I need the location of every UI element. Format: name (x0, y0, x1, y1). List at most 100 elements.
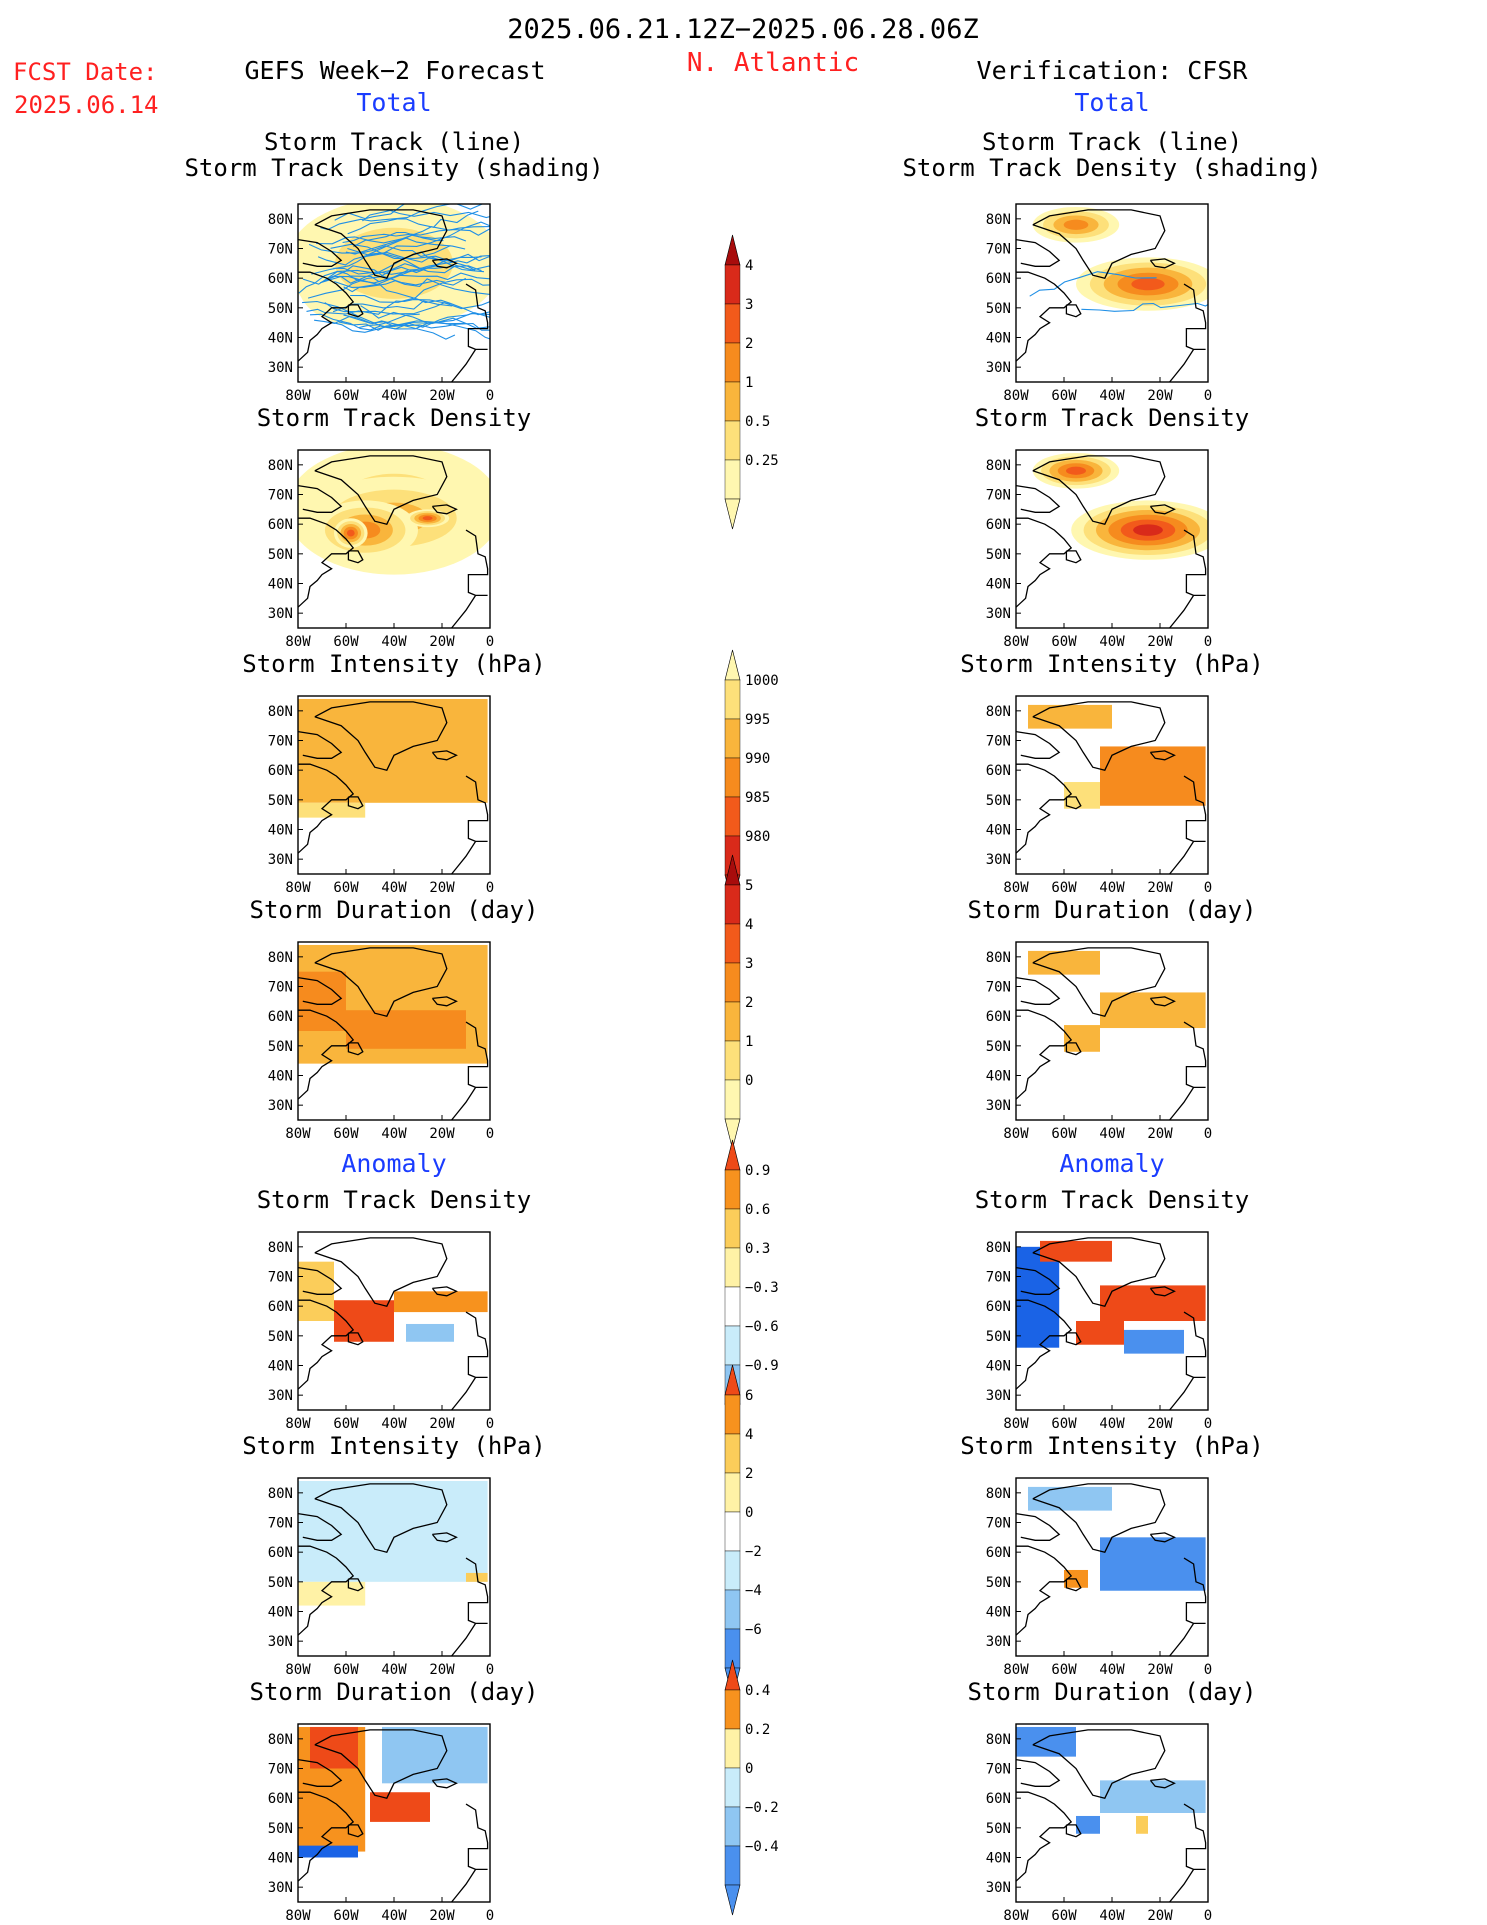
field-layer (298, 944, 488, 1064)
panel-title: Storm Track Density (shading) (902, 154, 1321, 182)
lat-tick-label: 30N (268, 1634, 293, 1650)
panel-title: Storm Track (line) (264, 128, 524, 156)
panel-title: Storm Intensity (hPa) (960, 650, 1263, 678)
lat-tick-label: 40N (986, 1069, 1011, 1085)
colorbar-swatch (724, 1169, 741, 1210)
lon-tick-label: 20W (1147, 880, 1173, 896)
forecast-column-title: GEFS Week−2 Forecast (244, 56, 545, 85)
panel-fcst-anom-intensity: Storm Intensity (hPa) 80W 60W 40W 20W 0 80N 70N… (242, 1432, 545, 1678)
lat-tick-label: 50N (268, 1575, 293, 1591)
verification-total-label: Total (1074, 88, 1149, 117)
colorbar-level-label: −0.9 (745, 1358, 779, 1374)
lon-tick-label: 20W (429, 1126, 455, 1142)
forecast-total-label: Total (356, 88, 431, 117)
colorbar-bottom-arrow (724, 1118, 741, 1150)
coastline-segment (314, 209, 448, 279)
lon-tick-label: 40W (381, 880, 407, 896)
field-layer (1028, 1486, 1206, 1591)
coastline-segment (1016, 1009, 1073, 1100)
coastline-segment (298, 1009, 355, 1100)
lat-tick-label: 70N (268, 1762, 293, 1778)
panel-title: Storm Duration (day) (968, 896, 1257, 924)
shaded-cell (1028, 950, 1100, 975)
coastline-segment (450, 349, 477, 382)
coastline-segment (1032, 701, 1166, 771)
coastline-segment (347, 304, 364, 318)
forecast-anomaly-label: Anomaly (341, 1149, 446, 1178)
lat-tick-label: 40N (268, 1359, 293, 1375)
fcst-date-label: FCST Date: (13, 58, 158, 86)
colorbar-track-density: 4 3 2 1 0.5 0.25 (724, 234, 779, 530)
lat-tick-label: 30N (986, 1634, 1011, 1650)
coastline-segment (298, 1299, 355, 1390)
lon-tick-label: 80W (1003, 1126, 1029, 1142)
lat-tick-label: 30N (986, 1098, 1011, 1114)
coastline (298, 1237, 489, 1410)
shaded-cell (334, 1300, 394, 1342)
storm-track-line (342, 228, 490, 244)
lat-tick-label: 50N (986, 793, 1011, 809)
panel-title: Storm Track Density (975, 404, 1250, 432)
lat-tick-label: 80N (268, 212, 293, 228)
lon-tick-label: 0 (1204, 1662, 1212, 1678)
lat-tick-label: 60N (986, 271, 1011, 287)
lat-tick-label: 30N (986, 1880, 1011, 1896)
date-range-title: 2025.06.21.12Z−2025.06.28.06Z (507, 14, 978, 45)
field-layer (298, 698, 488, 818)
colorbar-top-arrow (724, 649, 741, 681)
coastline-segment (465, 529, 489, 597)
lon-tick-label: 60W (1051, 1908, 1077, 1924)
coastline-segment (1065, 1824, 1082, 1838)
coastline-segment (314, 1237, 448, 1307)
colorbar-swatch (724, 1589, 741, 1630)
colorbar-level-label: 3 (745, 956, 753, 972)
coastline-segment (450, 1869, 477, 1902)
lon-tick-label: 20W (1147, 1416, 1173, 1432)
coastline-segment (1016, 976, 1061, 1005)
colorbar-swatch (724, 420, 741, 461)
coastline-segment (298, 976, 343, 1005)
coastline-segment (1183, 529, 1207, 597)
lat-tick-label: 40N (986, 577, 1011, 593)
coastline-segment (298, 1512, 343, 1541)
field-layer (1032, 452, 1208, 560)
lon-tick-label: 0 (1204, 1416, 1212, 1432)
fcst-date-value: 2025.06.14 (14, 91, 159, 119)
coastline-segment (1149, 1778, 1176, 1789)
colorbar-swatch (724, 1550, 741, 1591)
colorbar-level-label: 3 (745, 297, 753, 313)
lon-tick-label: 40W (381, 1662, 407, 1678)
lat-tick-label: 80N (986, 1732, 1011, 1748)
coastline (1016, 1483, 1207, 1656)
colorbar-level-label: 0 (745, 1505, 753, 1521)
shaded-cell (298, 1480, 488, 1582)
shaded-cell (1076, 1321, 1124, 1345)
lat-tick-label: 50N (268, 793, 293, 809)
storm-track-line (314, 312, 490, 328)
colorbar-duration: 5 4 3 2 1 0 (724, 854, 753, 1150)
lat-tick-label: 40N (986, 823, 1011, 839)
panel-title: Storm Intensity (hPa) (242, 1432, 545, 1460)
panel-ver-anom-density: Storm Track Density 80W 60W 40W 20W 0 80N 70N 60… (975, 1186, 1250, 1432)
colorbar-level-label: −2 (745, 1544, 762, 1560)
panel-ver-track: Storm Track (line)Storm Track Density (s… (902, 128, 1321, 404)
colorbar-swatch (724, 1325, 741, 1366)
lat-tick-label: 60N (268, 1009, 293, 1025)
lon-tick-label: 20W (1147, 634, 1173, 650)
coastline-segment (298, 484, 343, 513)
panel-ver-duration: Storm Duration (day) 80W 60W 40W 20W 0 80N 70N 6… (968, 896, 1257, 1142)
coastline-segment (1168, 595, 1195, 628)
colorbar-top-arrow (724, 1139, 741, 1171)
storm-track-line (320, 204, 484, 231)
lat-tick-label: 70N (986, 1516, 1011, 1532)
shaded-cell (1028, 704, 1112, 729)
colorbar-level-label: 985 (745, 790, 770, 806)
lat-tick-label: 30N (268, 360, 293, 376)
lon-tick-label: 80W (1003, 1908, 1029, 1924)
lat-tick-label: 60N (268, 1299, 293, 1315)
panel-title: Storm Track (line) (982, 128, 1242, 156)
lat-tick-label: 60N (268, 763, 293, 779)
lon-tick-label: 80W (1003, 1416, 1029, 1432)
storm-track-line (362, 209, 490, 222)
lat-tick-label: 40N (986, 1851, 1011, 1867)
